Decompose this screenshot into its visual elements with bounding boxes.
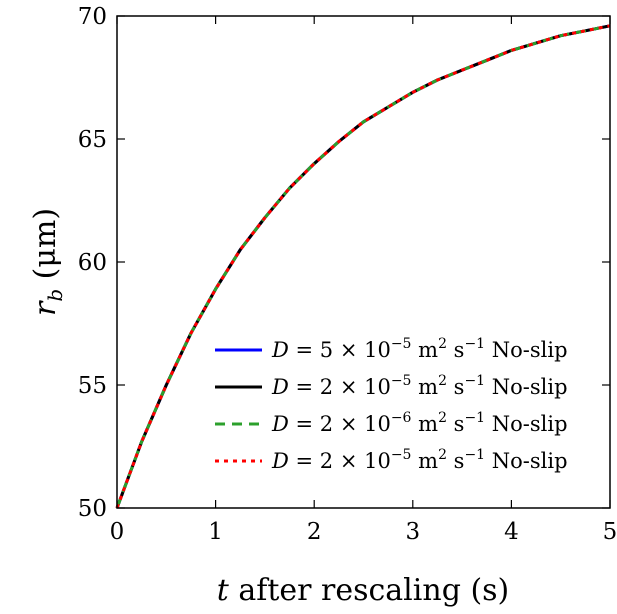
legend-var: D (271, 412, 289, 436)
legend-u2: 2 (438, 336, 447, 352)
legend-units: m (411, 412, 438, 436)
legend-u2: 2 (438, 447, 447, 463)
legend-s: s (447, 375, 464, 399)
x-tick-label: 2 (307, 519, 322, 545)
legend-var: D (271, 375, 289, 399)
legend-entry-3: D = 2 × 10−6 m2 s−1 No-slip (271, 410, 568, 436)
legend-s: s (447, 449, 464, 473)
legend-u2: 2 (438, 373, 447, 389)
legend-sexp: −1 (464, 447, 485, 463)
legend-units: m (411, 338, 438, 362)
legend-tail: No-slip (485, 449, 567, 473)
legend-exp: −5 (391, 336, 412, 352)
y-tick-label: 70 (78, 4, 107, 30)
y-tick-label: 60 (78, 250, 107, 276)
legend-s: s (447, 412, 464, 436)
legend-u2: 2 (438, 410, 447, 426)
x-tick-label: 0 (110, 519, 125, 545)
x-tick-label: 3 (405, 519, 420, 545)
x-axis-label: t after rescaling (s) (217, 573, 510, 608)
x-axis-label-rest: after rescaling (s) (229, 573, 509, 608)
y-axis-label-var: r (28, 300, 63, 316)
legend-mid: = 2 × 10 (289, 412, 391, 436)
legend-mid: = 2 × 10 (289, 449, 391, 473)
legend-exp: −5 (391, 447, 412, 463)
legend-s: s (447, 338, 464, 362)
legend-sexp: −1 (464, 336, 485, 352)
legend-var: D (271, 449, 289, 473)
legend-var: D (271, 338, 289, 362)
legend-entry-1: D = 5 × 10−5 m2 s−1 No-slip (271, 336, 568, 362)
legend-sexp: −1 (464, 410, 485, 426)
y-tick-label: 50 (78, 496, 107, 522)
legend-tail: No-slip (485, 412, 567, 436)
x-tick-label: 5 (603, 519, 617, 545)
y-tick-label: 55 (78, 373, 107, 399)
x-axis-label-var: t (217, 573, 230, 608)
y-tick-label: 65 (78, 127, 107, 153)
legend-mid: = 2 × 10 (289, 375, 391, 399)
legend-sexp: −1 (464, 373, 485, 389)
legend-entry-2: D = 2 × 10−5 m2 s−1 No-slip (271, 373, 568, 399)
legend-mid: = 5 × 10 (289, 338, 391, 362)
legend-tail: No-slip (485, 375, 567, 399)
legend-tail: No-slip (485, 338, 567, 362)
y-axis-label: rb (μm) (28, 208, 67, 316)
series-line-3 (115, 24, 611, 509)
legend-entry-4: D = 2 × 10−5 m2 s−1 No-slip (271, 447, 568, 473)
legend-units: m (411, 449, 438, 473)
legend-exp: −5 (391, 373, 412, 389)
y-axis-label-rest: (μm) (28, 208, 63, 289)
plot-frame (116, 15, 611, 509)
x-tick-label: 4 (504, 519, 519, 545)
legend-exp: −6 (391, 410, 412, 426)
legend-units: m (411, 375, 438, 399)
x-tick-label: 1 (208, 519, 223, 545)
y-axis-label-sub: b (43, 289, 67, 302)
